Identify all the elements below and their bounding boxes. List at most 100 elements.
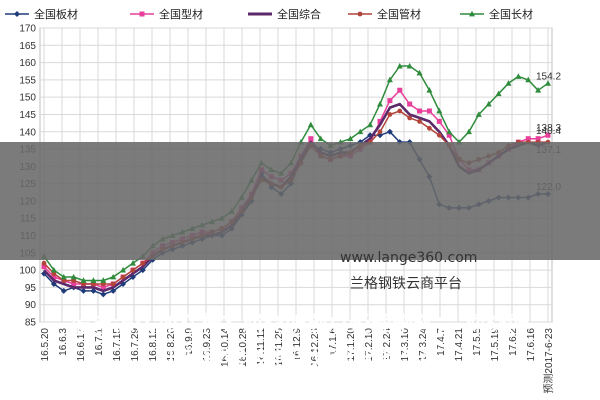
x-tick-label: 17.4.7 xyxy=(436,328,447,356)
data-point xyxy=(475,111,482,117)
x-tick-label: 16.9.23 xyxy=(202,328,213,362)
watermark-site: www.lange360.com xyxy=(340,250,478,266)
data-point xyxy=(525,136,531,142)
data-point xyxy=(129,260,136,266)
data-point xyxy=(525,76,532,83)
legend-label: 全国管材 xyxy=(377,7,421,21)
data-point xyxy=(465,128,472,135)
data-point xyxy=(90,287,97,294)
y-tick-label: 170 xyxy=(19,24,36,35)
data-point xyxy=(417,108,423,114)
x-tick-label: 预测2017-6-23 xyxy=(542,328,555,394)
data-point xyxy=(308,136,314,142)
data-point xyxy=(426,87,433,93)
data-point xyxy=(51,274,57,280)
data-point xyxy=(377,118,383,124)
y-tick-label: 155 xyxy=(19,75,36,86)
data-point xyxy=(50,266,57,273)
data-point xyxy=(80,287,87,294)
data-point xyxy=(436,118,442,124)
data-point xyxy=(387,98,393,104)
x-tick-label: 16.7.1 xyxy=(94,328,105,356)
legend-label: 全国型材 xyxy=(159,7,203,21)
x-tick-label: 17.1.20 xyxy=(346,328,357,362)
x-tick-label: 16.8.26 xyxy=(166,328,177,362)
y-tick-label: 90 xyxy=(25,300,37,311)
data-point xyxy=(100,291,107,298)
x-tick-label: 17.2.10 xyxy=(364,328,375,362)
data-point xyxy=(139,11,145,17)
x-tick-label: 17.2.24 xyxy=(382,328,393,362)
data-point xyxy=(396,62,403,69)
data-point xyxy=(505,80,512,86)
y-tick-label: 140 xyxy=(19,127,36,138)
y-tick-label: 165 xyxy=(19,41,36,52)
data-point xyxy=(110,281,116,287)
data-point xyxy=(41,264,47,270)
data-point xyxy=(387,112,393,117)
x-tick-label: 17.5.5 xyxy=(472,328,483,356)
y-tick-label: 160 xyxy=(19,58,36,69)
x-tick-label: 16.10.14 xyxy=(220,328,231,367)
data-point xyxy=(100,277,107,283)
headline-line-2[interactable]: 正紧锣密鼓地谋划创业板改革 xyxy=(160,346,440,370)
data-point xyxy=(317,135,324,142)
x-tick-label: 17.3.10 xyxy=(400,328,411,362)
data-point xyxy=(110,273,117,280)
data-point xyxy=(80,277,87,283)
y-tick-label: 150 xyxy=(19,93,36,104)
data-point xyxy=(71,281,77,287)
watermark-platform: 兰格钢铁云商平台 xyxy=(350,276,462,292)
data-point xyxy=(407,115,413,121)
x-tick-label: 16.7.29 xyxy=(130,328,141,362)
x-tick-label: 16.11.25 xyxy=(274,328,285,367)
y-tick-label: 95 xyxy=(25,283,37,294)
data-point xyxy=(386,128,393,135)
x-tick-label: 17.6.16 xyxy=(526,328,537,362)
legend-label: 全国长材 xyxy=(489,7,533,21)
x-tick-label: 16.5.20 xyxy=(40,328,51,362)
data-point xyxy=(357,11,363,17)
headline-line-1[interactable]: 股市怎么加杠杆? 深交所副总经理李辉： 深交所 xyxy=(70,312,530,336)
data-point xyxy=(60,273,67,280)
data-point xyxy=(110,287,117,294)
data-point xyxy=(50,280,57,287)
y-tick-label: 100 xyxy=(19,266,36,277)
x-tick-label: 16.9.9 xyxy=(184,328,195,356)
data-point xyxy=(307,121,314,128)
x-tick-label: 16.6.17 xyxy=(76,328,87,362)
data-point xyxy=(377,100,383,107)
data-point xyxy=(535,136,541,142)
y-tick-label: 145 xyxy=(19,110,36,121)
data-point xyxy=(416,69,423,76)
x-tick-label: 16.11.11 xyxy=(256,328,267,366)
data-point xyxy=(70,273,77,280)
x-tick-label: 16.12.23 xyxy=(310,328,321,367)
headline-overlay[interactable]: 股市怎么加杠杆? 深交所副总经理李辉： 深交所 正紧锣密鼓地谋划创业板改革 xyxy=(0,142,600,370)
x-tick-label: 16.6.3 xyxy=(58,328,69,356)
data-point xyxy=(515,73,522,79)
data-point xyxy=(130,267,136,273)
x-tick-label: 16.10.28 xyxy=(238,328,249,367)
x-tick-label: 16.12.9 xyxy=(292,328,303,362)
data-point xyxy=(357,128,364,135)
x-tick-label: 16.8.12 xyxy=(148,328,159,362)
end-value-label: 154.2 xyxy=(536,71,561,82)
legend-label: 全国综合 xyxy=(277,7,321,21)
data-point xyxy=(90,277,97,283)
data-point xyxy=(417,118,422,124)
data-point xyxy=(535,87,542,93)
data-point xyxy=(386,76,393,83)
x-tick-label: 17.3.24 xyxy=(418,328,429,362)
data-point xyxy=(120,274,126,280)
data-point xyxy=(377,129,383,135)
data-point xyxy=(60,287,67,294)
data-point xyxy=(407,101,413,107)
data-point xyxy=(397,108,403,114)
x-tick-label: 17.4.21 xyxy=(454,328,465,362)
data-point xyxy=(545,80,551,86)
data-point xyxy=(406,62,413,69)
end-value-label: 140.4 xyxy=(536,126,561,137)
data-point xyxy=(426,108,432,114)
